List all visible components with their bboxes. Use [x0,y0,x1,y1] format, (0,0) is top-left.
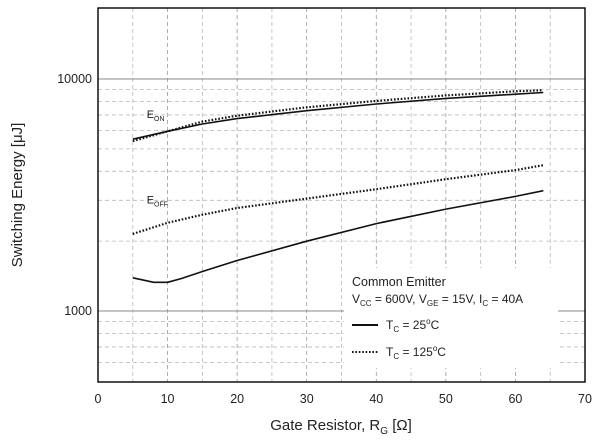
legend: Common Emitter VCC = 600V, VGE = 15V, IC… [344,268,558,368]
legend-entry-125c-unit: C [437,345,446,359]
curve-label-main: E [147,109,154,121]
y-axis-label: Switching Energy [μJ] [9,123,26,268]
legend-entry-25c-unit: C [431,318,440,332]
x-tick-label: 60 [508,392,522,406]
x-axis-label-unit: [Ω] [388,417,412,434]
curve-label-sub: OFF [154,202,168,209]
x-tick-label: 70 [578,392,592,406]
x-tick-label: 40 [369,392,383,406]
condition-vcc-sub: CC [360,299,372,308]
tick-labels: 0 10 20 30 40 50 60 70 1000 10000 [57,72,592,406]
legend-entry-125c-sub: C [393,352,399,361]
legend-entry-125c: TC = 125oC [386,344,446,361]
x-tick-label: 50 [439,392,453,406]
x-axis-label-main: Gate Resistor, R [270,417,380,434]
condition-ic-sub: C [482,299,488,308]
legend-entry-125c-sup: o [433,344,438,353]
y-tick-label: 1000 [64,304,92,318]
curve-label-on: EON [147,109,165,123]
series-line-e-off-25c [132,189,544,284]
x-tick-label: 20 [230,392,244,406]
x-tick-label: 0 [95,392,102,406]
series-line-e-on-25c [132,91,544,140]
condition-ic-rest: = 40A [488,292,523,306]
condition-vge-main: V [419,292,427,306]
legend-title: Common Emitter [352,275,446,289]
series-group [132,89,544,284]
curve-label-sub: ON [154,116,165,123]
plot-frame [97,7,586,383]
curve-label-main: E [147,195,154,207]
x-tick-label: 30 [300,392,314,406]
y-tick-label: 10000 [57,72,92,86]
series-line-e-on-125c [132,89,544,143]
x-tick-label: 10 [161,392,175,406]
condition-vge-rest: = 15V, [438,292,479,306]
legend-entry-25c-sub: C [393,325,399,334]
legend-entry-25c-sup: o [426,317,431,326]
x-axis-label: Gate Resistor, RG [Ω] [270,417,412,437]
condition-vcc-rest: = 600V, [372,292,419,306]
legend-entry-25c-main: T [386,318,394,332]
legend-entry-25c-rest: = 25 [399,318,426,332]
x-axis-label-sub: G [380,426,388,437]
curve-label-off: EOFF [147,195,168,209]
condition-vge-sub: GE [427,299,439,308]
legend-entry-125c-rest: = 125 [399,345,433,359]
condition-vcc-main: V [352,292,360,306]
legend-entry-25c: TC = 25oC [386,317,440,334]
legend-entry-125c-main: T [386,345,394,359]
legend-box [344,268,558,368]
legend-conditions: VCC = 600V, VGE = 15V, IC = 40A [352,292,523,308]
condition-ic-main: I [479,292,482,306]
series-line-e-off-125c [132,164,544,235]
